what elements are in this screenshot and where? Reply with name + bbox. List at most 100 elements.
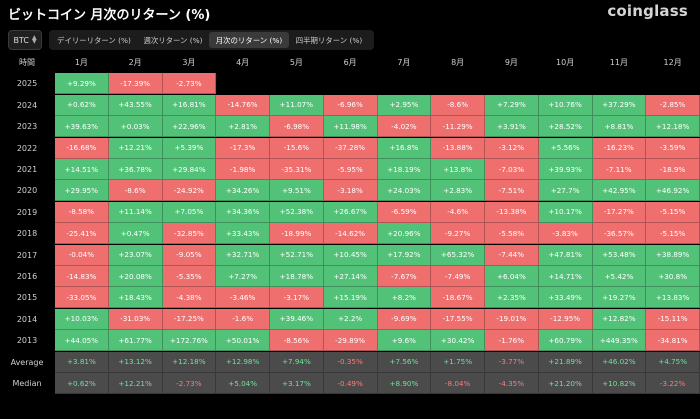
return-cell: +3.91% xyxy=(485,116,539,138)
return-cell: -17.55% xyxy=(431,308,485,330)
updown-chevron-icon: ▲ ▼ xyxy=(31,34,37,45)
return-cell: +6.04% xyxy=(485,266,539,287)
tab-weekly-return[interactable]: 週次リターン (%) xyxy=(143,35,203,45)
table-row: 2021 +14.51% +36.78% +29.84% -1.98% -35.31% -5… xyxy=(0,159,700,180)
return-cell: +39.46% xyxy=(270,308,324,330)
table-row: 2014 +10.03% -31.03% -17.25% -1.6% +39.46% +2.… xyxy=(0,308,700,330)
return-cell: +23.07% xyxy=(108,244,163,266)
tab-daily-return[interactable]: デイリーリターン (%) xyxy=(57,35,131,45)
return-cell: -3.12% xyxy=(485,137,539,159)
return-cell: -7.49% xyxy=(431,266,485,287)
table-header-row: 時間 1月 2月 3月 4月 5月 6月 7月 8月 9月 10月 11月 12月 xyxy=(0,52,700,73)
year-label: 2014 xyxy=(16,314,38,324)
return-cell: +11.14% xyxy=(108,201,163,223)
return-cell: +5.56% xyxy=(538,137,593,159)
return-cell xyxy=(216,73,270,95)
month-header: 12月 xyxy=(646,52,700,73)
return-cell: +5.04% xyxy=(216,373,270,394)
return-cell: -14.76% xyxy=(216,94,270,116)
tab-monthly-return[interactable]: 月次のリターン (%) xyxy=(209,32,289,48)
return-cell: -17.3% xyxy=(216,137,270,159)
return-cell: +18.43% xyxy=(108,287,163,309)
return-cell: +9.29% xyxy=(55,73,109,95)
asset-select[interactable]: BTC ▲ ▼ xyxy=(8,30,42,50)
return-cell: +52.71% xyxy=(270,244,324,266)
year-label: Median xyxy=(12,379,42,388)
brand-logo: coinglass xyxy=(607,2,688,20)
return-cell xyxy=(377,73,432,95)
return-cell: -17.25% xyxy=(162,308,217,330)
year-label: 2022 xyxy=(16,143,38,153)
return-cell: +12.18% xyxy=(162,351,217,373)
month-header: 7月 xyxy=(377,52,432,73)
return-cell: -18.99% xyxy=(270,223,324,245)
return-cell: +34.26% xyxy=(216,180,270,202)
return-cell: -34.81% xyxy=(646,330,700,352)
return-cell: +14.51% xyxy=(55,159,109,180)
return-cell: +0.62% xyxy=(55,94,109,116)
return-cell: +10.82% xyxy=(592,373,647,394)
return-cell: -3.22% xyxy=(646,373,700,394)
return-cell: +449.35% xyxy=(592,330,647,352)
return-cell: +43.55% xyxy=(108,94,163,116)
year-label: 2025 xyxy=(16,79,38,89)
return-cell: -1.98% xyxy=(216,159,270,180)
return-cell: +0.47% xyxy=(108,223,163,245)
table-row: 2018 -25.41% +0.47% -32.85% +33.43% -18.99% -1… xyxy=(0,223,700,245)
return-cell: +7.94% xyxy=(270,351,324,373)
return-cell: +3.17% xyxy=(270,373,324,394)
return-cell xyxy=(323,73,378,95)
return-cell: -15.11% xyxy=(646,308,700,330)
return-cell: +21.20% xyxy=(538,373,593,394)
return-cell: +28.52% xyxy=(538,116,593,138)
return-cell: +2.83% xyxy=(431,180,485,202)
return-cell: +13.83% xyxy=(646,287,700,309)
return-cell: -32.85% xyxy=(162,223,217,245)
return-cell: +0.62% xyxy=(55,373,109,394)
return-cell: +12.21% xyxy=(108,137,163,159)
return-cell: +22.96% xyxy=(162,116,217,138)
return-cell: +46.92% xyxy=(646,180,700,202)
summary-row: Average +3.81% +13.12% +12.18% +12.98% +7.94%… xyxy=(0,351,700,373)
return-cell: +10.45% xyxy=(323,244,378,266)
return-cell: +11.07% xyxy=(270,94,324,116)
return-cell: +15.19% xyxy=(323,287,378,309)
return-cell: +21.89% xyxy=(538,351,593,373)
return-cell: +7.05% xyxy=(162,201,217,223)
table-row: 2020 +29.95% -8.6% -24.92% +34.26% +9.51% -3.1… xyxy=(0,180,700,202)
return-cell: -18.9% xyxy=(646,159,700,180)
return-cell: -24.92% xyxy=(162,180,217,202)
return-cell: +10.76% xyxy=(538,94,593,116)
year-label: 2016 xyxy=(16,272,38,281)
return-cell: +42.95% xyxy=(592,180,647,202)
return-cell: +33.43% xyxy=(216,223,270,245)
year-label: Average xyxy=(10,357,44,367)
return-cell: -3.77% xyxy=(485,351,539,373)
month-header: 11月 xyxy=(592,52,647,73)
return-cell: +26.67% xyxy=(323,201,378,223)
return-cell: -14.62% xyxy=(323,223,378,245)
return-cell: +20.96% xyxy=(377,223,432,245)
tab-quarterly-return[interactable]: 四半期リターン (%) xyxy=(295,35,363,45)
return-cell: +3.81% xyxy=(55,351,109,373)
return-cell: +38.89% xyxy=(646,244,700,266)
return-cell: -9.27% xyxy=(431,223,485,245)
asset-select-value: BTC xyxy=(13,35,29,45)
return-cell: +12.98% xyxy=(216,351,270,373)
return-cell: +0.03% xyxy=(108,116,163,138)
return-cell: -5.58% xyxy=(485,223,539,245)
return-cell: -13.38% xyxy=(485,201,539,223)
return-cell: +27.7% xyxy=(538,180,593,202)
return-cell: +9.51% xyxy=(270,180,324,202)
return-cell: -31.03% xyxy=(108,308,163,330)
return-cell: +34.36% xyxy=(216,201,270,223)
return-cell: +52.38% xyxy=(270,201,324,223)
year-label: 2019 xyxy=(16,207,38,217)
return-cell: +37.29% xyxy=(592,94,647,116)
return-cell: +61.77% xyxy=(108,330,163,352)
return-cell: -13.88% xyxy=(431,137,485,159)
return-cell: +17.92% xyxy=(377,244,432,266)
return-cell: +12.18% xyxy=(646,116,700,138)
return-cell: -5.95% xyxy=(323,159,378,180)
page-title: ビットコイン 月次のリターン (%) xyxy=(8,8,211,23)
